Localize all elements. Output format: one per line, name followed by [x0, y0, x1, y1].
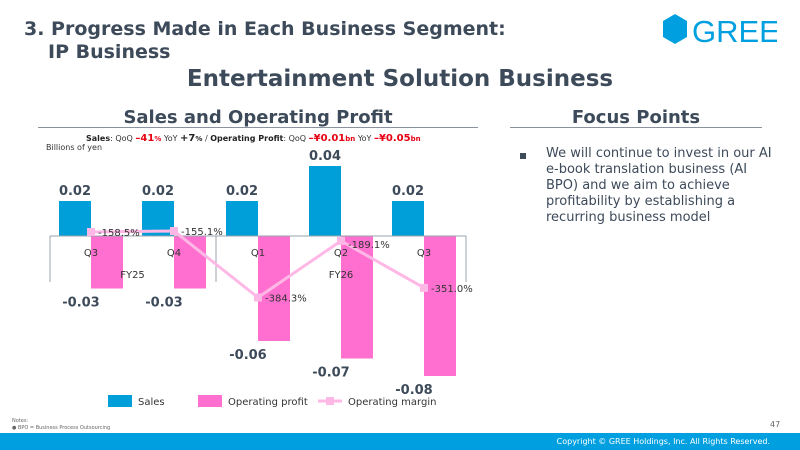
x-tick-label: Q1 — [251, 248, 265, 259]
sales-data-label: 0.02 — [392, 184, 424, 199]
summary-separator: / — [204, 134, 208, 143]
notes-item: ● BPO = Business Process Outsourcing — [12, 425, 111, 431]
copyright-text: Copyright © GREE Holdings, Inc. All Righ… — [556, 437, 770, 446]
fiscal-year-label: FY25 — [120, 270, 145, 281]
hexagon-icon — [663, 14, 687, 44]
focus-heading: Focus Points — [571, 107, 701, 128]
sales-heading: Sales and Operating Profit — [123, 107, 393, 128]
operating-margin-data-label: -189.1% — [348, 240, 390, 251]
x-tick-label: Q3 — [417, 248, 431, 259]
operating-margin-point — [87, 227, 95, 236]
focus-heading-rule — [510, 127, 762, 128]
summary-op-qoq-label: QoQ — [288, 134, 307, 143]
results-summary: Sales: QoQ –41% YoY +7% / Operating Prof… — [86, 133, 421, 144]
operating-profit-bar — [91, 236, 123, 289]
sales-bar — [59, 201, 91, 236]
page-number: 47 — [770, 420, 781, 429]
summary-sales-qoq-unit: % — [154, 135, 162, 143]
legend-label: Operating margin — [348, 397, 436, 408]
operating-profit-data-label: -0.08 — [395, 383, 432, 398]
footer-bar — [0, 433, 800, 450]
gree-logo: GREE — [663, 14, 777, 47]
operating-margin-data-label: -384.3% — [265, 294, 307, 305]
fiscal-year-label: FY26 — [329, 270, 354, 281]
operating-profit-data-label: -0.03 — [145, 296, 182, 311]
notes-label: Notes: — [12, 418, 29, 424]
legend-swatch — [108, 395, 132, 407]
summary-op-yoy-unit: bn — [410, 135, 421, 143]
section-title-line2: IP Business — [48, 41, 171, 63]
operating-profit-bar — [258, 236, 290, 341]
section-title-line1: 3. Progress Made in Each Business Segmen… — [24, 18, 506, 40]
main-title: Entertainment Solution Business — [186, 66, 614, 92]
summary-sales-yoy-value: +7 — [180, 133, 196, 144]
sales-data-label: 0.02 — [226, 184, 258, 199]
operating-margin-data-label: -158.5% — [98, 228, 140, 239]
operating-margin-data-label: -155.1% — [181, 227, 223, 238]
operating-margin-point — [337, 236, 345, 245]
legend-swatch-marker — [326, 397, 334, 405]
sales-data-label: 0.02 — [142, 184, 174, 199]
chart-units: Billions of yen — [46, 143, 103, 152]
legend-label: Operating profit — [228, 397, 308, 408]
section-title: 3. Progress Made in Each Business Segmen… — [24, 18, 506, 64]
legend-label: Sales — [138, 397, 165, 408]
operating-profit-data-label: -0.06 — [229, 348, 266, 363]
operating-margin-point — [254, 293, 262, 302]
summary-sales-qoq-value: –41 — [135, 133, 155, 144]
summary-sales-label: Sales — [86, 134, 111, 143]
summary-op-qoq-unit: bn — [345, 135, 356, 143]
sales-bar — [309, 166, 341, 236]
summary-sales-yoy-unit: % — [195, 135, 203, 143]
operating-profit-bar — [424, 236, 456, 376]
x-tick-label: Q3 — [84, 248, 98, 259]
operating-margin-point — [170, 227, 178, 235]
summary-sales-qoq-label: QoQ — [115, 134, 133, 143]
operating-margin-point — [420, 283, 428, 292]
sales-heading-rule — [38, 127, 478, 128]
summary-op-qoq-value: –¥0.01 — [308, 133, 346, 144]
operating-margin-data-label: -351.0% — [431, 284, 473, 295]
logo-text: GREE — [692, 14, 777, 47]
x-tick-label: Q2 — [334, 248, 348, 259]
summary-sales-yoy-label: YoY — [163, 134, 178, 143]
operating-profit-data-label: -0.07 — [312, 366, 349, 381]
focus-point-text: We will continue to invest in our AI e-b… — [546, 146, 772, 225]
operating-profit-data-label: -0.03 — [62, 296, 99, 311]
legend-swatch — [198, 395, 222, 407]
sales-data-label: 0.02 — [59, 184, 91, 199]
sales-bar — [226, 201, 258, 236]
sales-bar — [392, 201, 424, 236]
x-tick-label: Q4 — [167, 248, 181, 259]
summary-op-label: Operating Profit — [210, 134, 284, 143]
bullet-icon — [520, 153, 526, 159]
summary-op-yoy-value: –¥0.05 — [373, 133, 411, 144]
sales-data-label: 0.04 — [309, 149, 341, 164]
summary-op-yoy-label: YoY — [357, 134, 372, 143]
notes-item-text: BPO = Business Process Outsourcing — [17, 425, 111, 431]
